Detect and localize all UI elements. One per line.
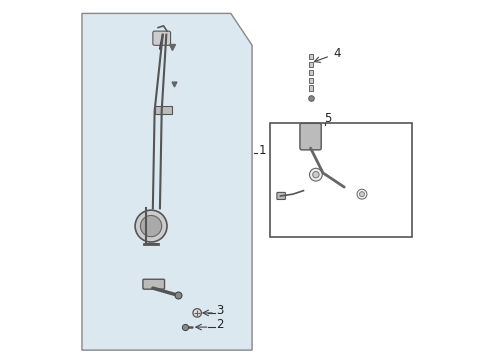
Polygon shape xyxy=(82,13,252,350)
FancyBboxPatch shape xyxy=(143,279,165,289)
Bar xyxy=(309,62,313,67)
FancyBboxPatch shape xyxy=(153,31,171,45)
FancyBboxPatch shape xyxy=(300,123,321,150)
Circle shape xyxy=(360,192,365,197)
Circle shape xyxy=(135,210,167,242)
Bar xyxy=(309,70,313,75)
Text: 1: 1 xyxy=(258,144,266,157)
Text: 3: 3 xyxy=(216,304,223,317)
Bar xyxy=(270,123,412,237)
Text: 4: 4 xyxy=(333,47,341,60)
Bar xyxy=(309,54,313,59)
Bar xyxy=(309,77,313,83)
Text: 5: 5 xyxy=(324,112,331,125)
Text: 2: 2 xyxy=(216,318,223,331)
Bar xyxy=(309,85,313,91)
Circle shape xyxy=(141,215,162,237)
Circle shape xyxy=(193,309,201,317)
Circle shape xyxy=(357,189,367,199)
Circle shape xyxy=(313,171,319,178)
Bar xyxy=(155,105,172,114)
FancyBboxPatch shape xyxy=(277,192,285,199)
Circle shape xyxy=(310,168,322,181)
